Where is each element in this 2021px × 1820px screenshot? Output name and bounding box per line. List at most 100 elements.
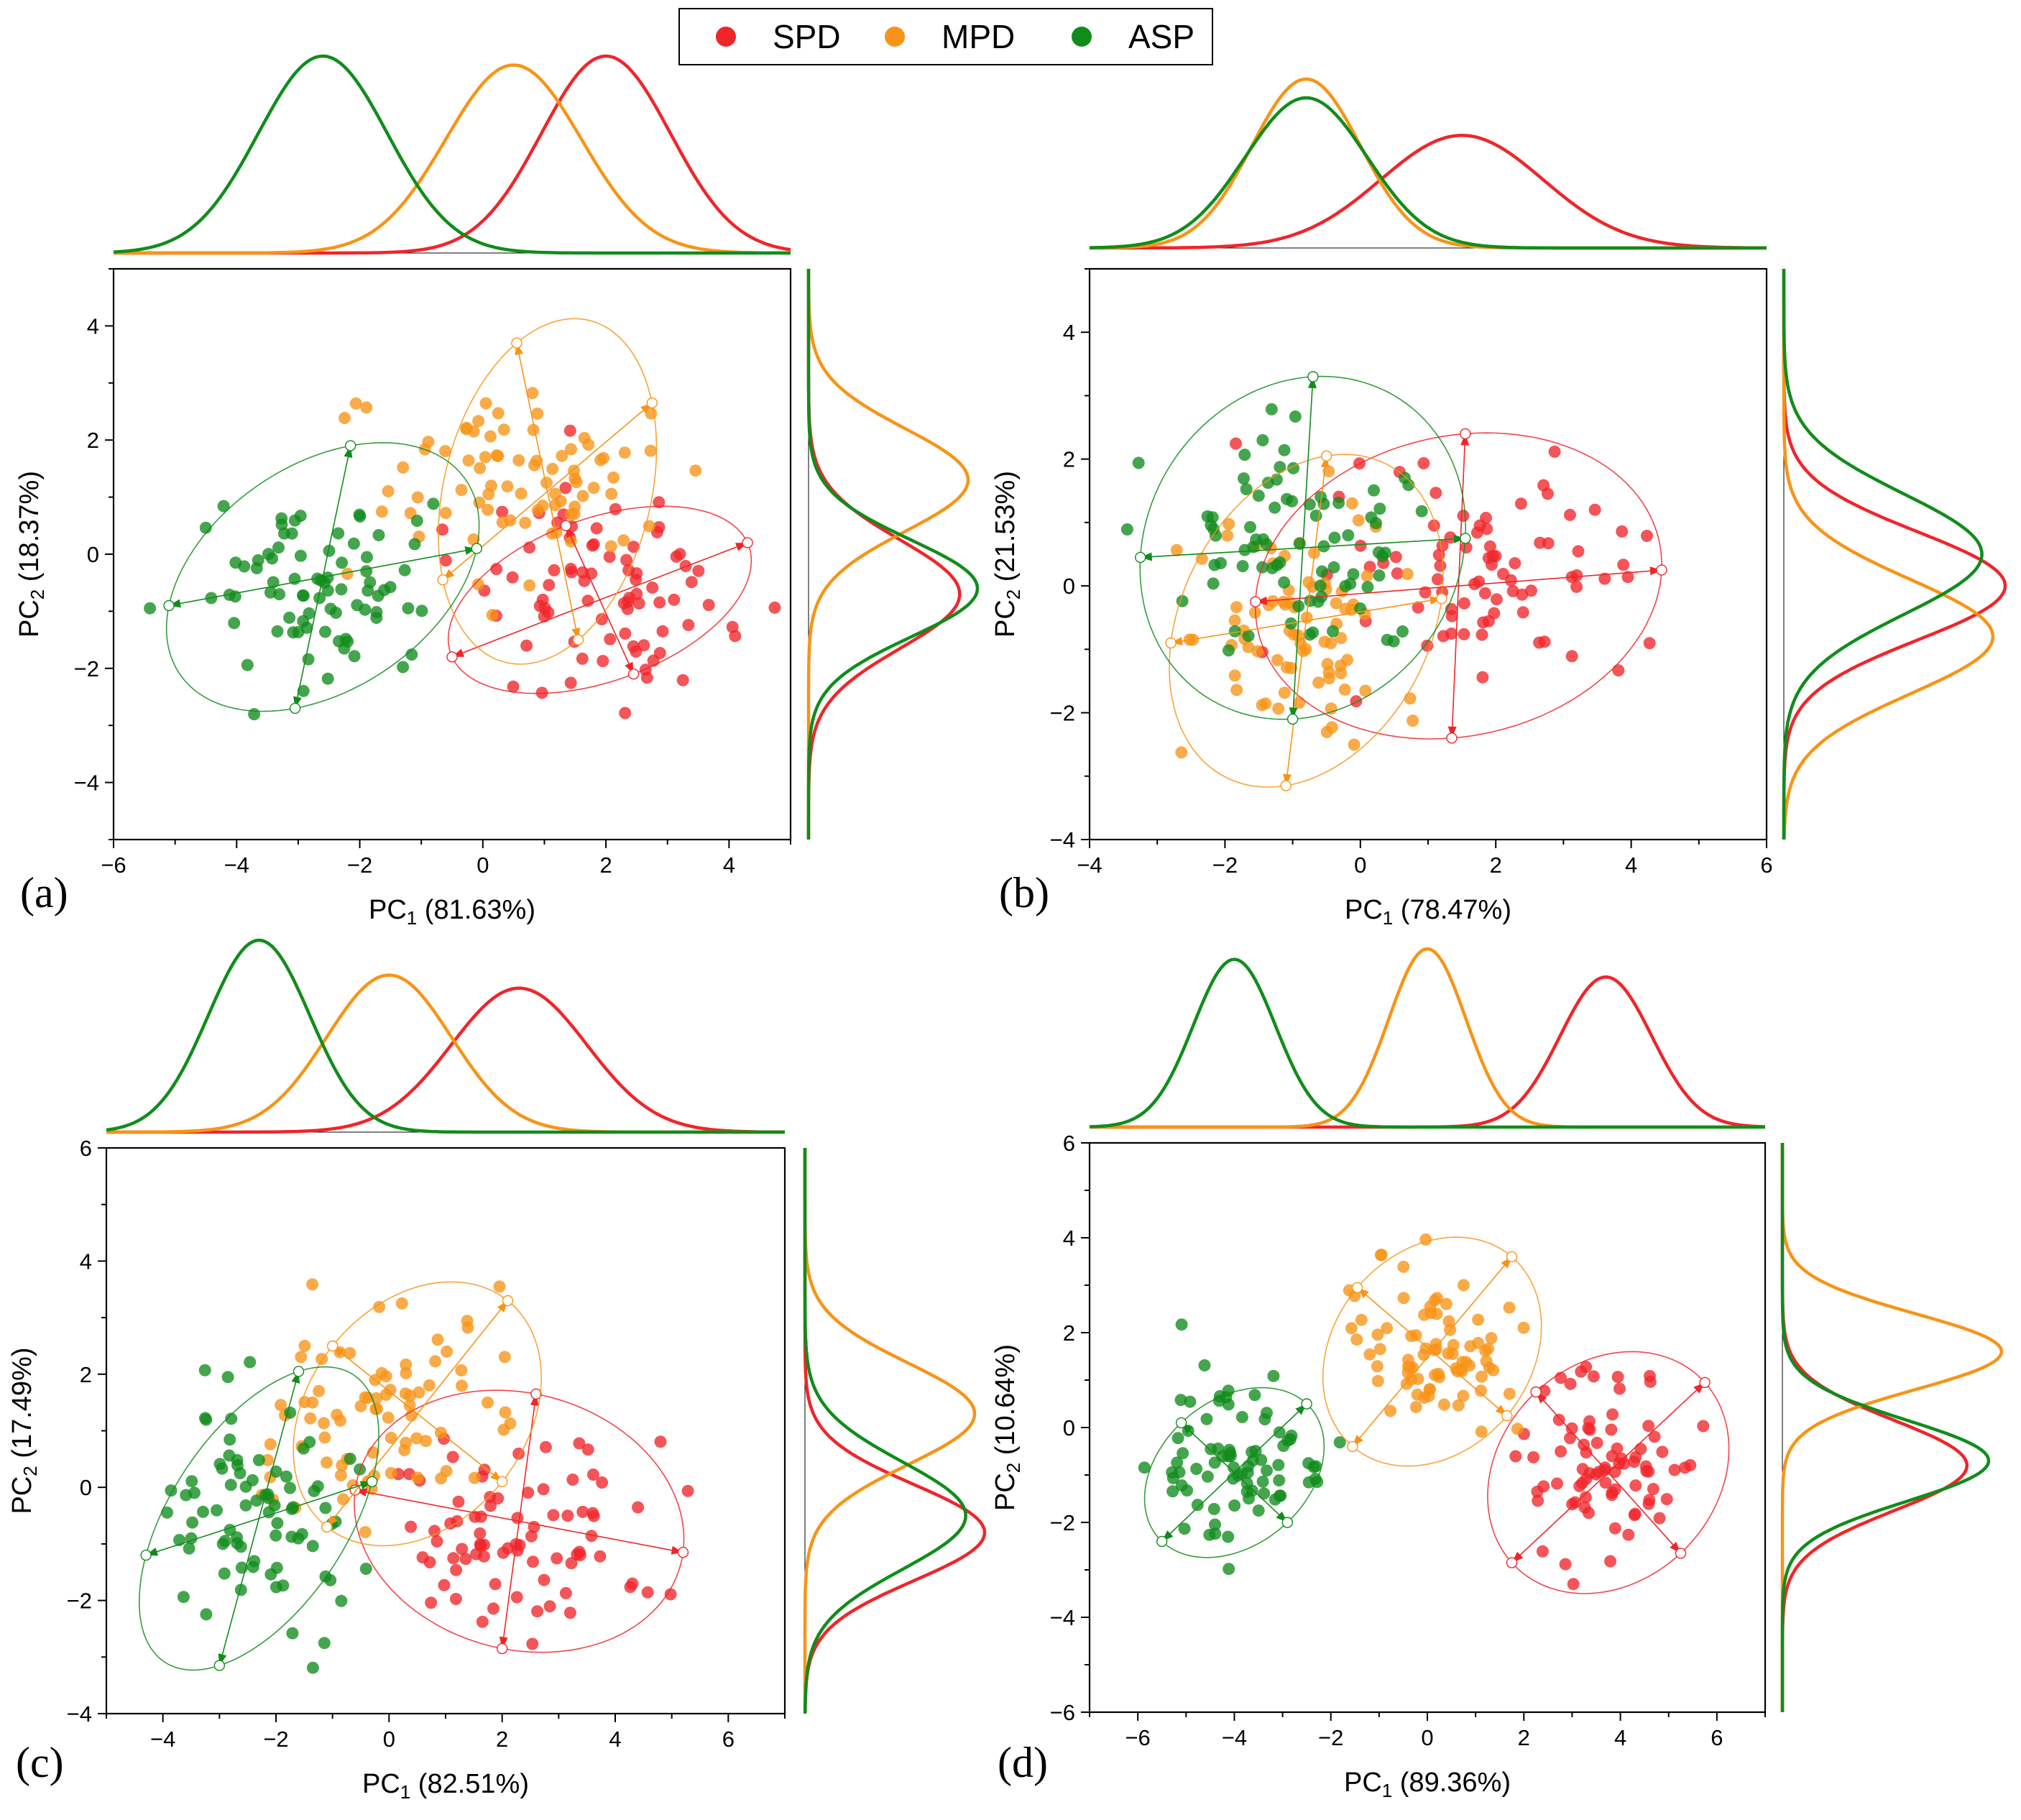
x-tick-label: 6: [1711, 1725, 1723, 1750]
point-asp: [224, 1433, 236, 1446]
point-spd: [596, 1476, 609, 1489]
point-asp: [1361, 581, 1374, 594]
point-mpd: [440, 1465, 453, 1478]
point-mpd: [1409, 1401, 1422, 1413]
point-asp: [1274, 1489, 1287, 1502]
ellipse-vertex-mpd: [1347, 1440, 1358, 1453]
point-spd: [526, 1637, 539, 1650]
point-mpd: [360, 401, 373, 414]
point-spd: [1572, 545, 1585, 558]
legend-box: [678, 8, 1213, 65]
point-asp: [1256, 1475, 1269, 1488]
ellipse-axis-mpd: [1352, 1351, 1433, 1447]
point-asp: [218, 1567, 231, 1580]
point-asp: [1224, 1450, 1237, 1463]
point-asp: [1314, 579, 1327, 592]
point-asp: [308, 1484, 321, 1497]
legend-marker-mpd: [885, 27, 905, 47]
point-spd: [1642, 1420, 1655, 1433]
point-mpd: [410, 1432, 423, 1445]
point-spd: [1605, 1423, 1618, 1436]
legend-label-mpd: MPD: [942, 18, 1015, 55]
y-tick-label: −2: [67, 1589, 92, 1614]
point-asp: [364, 576, 377, 589]
ellipse-vertex-spd: [1446, 732, 1458, 744]
point-mpd: [1381, 1322, 1394, 1335]
point-spd: [1628, 1509, 1641, 1522]
x-tick-label: 2: [599, 852, 612, 878]
y-tick-label: 2: [80, 1362, 92, 1387]
point-asp: [405, 648, 418, 661]
point-mpd: [1407, 714, 1419, 727]
point-asp: [1166, 1485, 1179, 1498]
ellipse-axis-asp: [322, 445, 351, 577]
point-mpd: [336, 1493, 349, 1506]
point-spd: [624, 1581, 637, 1594]
point-asp: [270, 1529, 282, 1542]
point-asp: [1222, 1398, 1235, 1411]
ellipse-axis-mpd: [417, 1413, 503, 1482]
point-spd: [1583, 1507, 1595, 1520]
point-asp: [1284, 1433, 1297, 1446]
point-mpd: [1458, 1279, 1470, 1292]
point-spd: [1642, 1497, 1655, 1510]
point-mpd: [1228, 669, 1241, 682]
point-asp: [270, 1465, 282, 1478]
point-asp: [1205, 519, 1217, 532]
point-asp: [1190, 1463, 1203, 1475]
point-spd: [595, 613, 608, 625]
point-asp: [1347, 568, 1360, 581]
point-asp: [303, 1435, 316, 1448]
ellipse-vertex-asp: [1307, 371, 1319, 382]
ellipse-vertex-asp: [140, 1549, 152, 1561]
ellipse-axis-spd: [1608, 1472, 1682, 1554]
point-mpd: [605, 487, 618, 500]
ellipse-axis-asp: [1302, 376, 1314, 548]
ellipse-arrowhead-mpd: [1320, 456, 1330, 468]
point-asp: [271, 625, 284, 638]
ellipse-vertex-spd: [677, 1546, 689, 1558]
point-asp: [264, 586, 277, 599]
point-asp: [247, 1561, 259, 1573]
point-mpd: [461, 1315, 474, 1328]
point-mpd: [1440, 1297, 1453, 1310]
point-mpd: [1397, 1260, 1410, 1273]
point-asp: [1342, 529, 1355, 542]
ellipse-axis-mpd: [516, 343, 548, 492]
point-spd: [673, 548, 686, 561]
point-mpd: [1485, 1332, 1498, 1345]
point-spd: [1230, 437, 1242, 450]
point-mpd: [1341, 653, 1354, 666]
point-asp: [1238, 449, 1251, 461]
point-mpd: [582, 438, 595, 451]
point-asp: [1256, 434, 1269, 446]
point-spd: [1621, 571, 1634, 584]
point-spd: [585, 1530, 598, 1543]
top-density-asp: [106, 938, 785, 1134]
point-asp: [250, 562, 263, 574]
point-mpd: [1361, 569, 1373, 582]
point-asp: [335, 583, 348, 596]
point-asp: [324, 602, 337, 615]
point-spd: [619, 627, 632, 640]
ellipse-vertex-mpd: [437, 574, 448, 586]
point-spd: [563, 424, 576, 437]
point-mpd: [431, 1333, 444, 1346]
point-mpd: [439, 445, 451, 458]
point-asp: [177, 1591, 190, 1604]
point-spd: [1481, 523, 1493, 536]
point-asp: [1302, 1457, 1315, 1470]
point-mpd: [411, 491, 424, 504]
point-asp: [1327, 561, 1340, 574]
point-mpd: [1404, 692, 1417, 705]
point-spd: [1391, 567, 1404, 580]
point-spd: [452, 1495, 465, 1508]
point-asp: [300, 621, 313, 634]
point-spd: [587, 538, 600, 551]
point-mpd: [344, 1347, 356, 1359]
point-mpd: [546, 462, 559, 475]
point-asp: [1339, 579, 1352, 592]
point-spd: [1531, 1485, 1544, 1498]
point-spd: [597, 655, 609, 668]
